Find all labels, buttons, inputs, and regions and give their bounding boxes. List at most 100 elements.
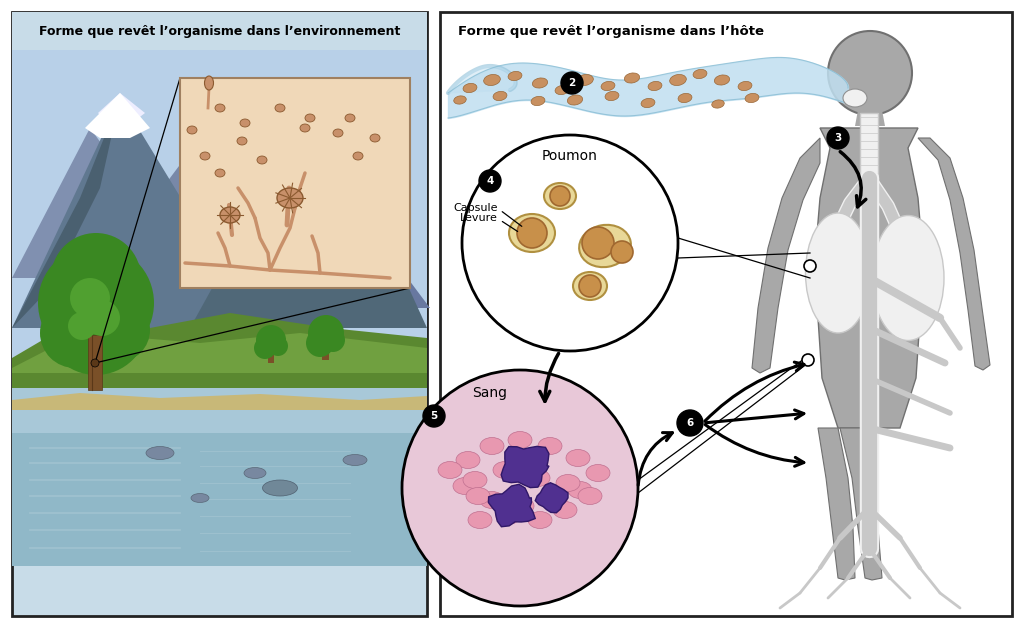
Polygon shape (282, 90, 355, 143)
Ellipse shape (463, 84, 477, 92)
Text: 2: 2 (568, 78, 575, 88)
Ellipse shape (693, 70, 707, 78)
Ellipse shape (715, 75, 730, 85)
Polygon shape (85, 93, 150, 138)
Ellipse shape (244, 467, 266, 479)
FancyArrowPatch shape (706, 425, 804, 466)
Polygon shape (501, 447, 549, 487)
Polygon shape (180, 148, 430, 308)
Ellipse shape (200, 152, 210, 160)
Ellipse shape (215, 169, 225, 177)
Polygon shape (12, 388, 427, 433)
Ellipse shape (300, 124, 310, 132)
Polygon shape (190, 93, 427, 328)
Bar (12, 12, 427, 566)
Ellipse shape (544, 183, 575, 209)
Polygon shape (12, 388, 427, 566)
Ellipse shape (553, 502, 577, 519)
Ellipse shape (466, 487, 490, 504)
Circle shape (268, 336, 288, 356)
Circle shape (827, 127, 849, 149)
Circle shape (517, 218, 547, 248)
Ellipse shape (531, 97, 545, 106)
Bar (12, 12, 427, 616)
Ellipse shape (278, 188, 303, 208)
Circle shape (91, 359, 99, 367)
Ellipse shape (586, 465, 610, 482)
Ellipse shape (220, 207, 240, 223)
FancyArrowPatch shape (706, 410, 804, 423)
Circle shape (561, 72, 583, 94)
Circle shape (802, 354, 814, 366)
Polygon shape (855, 110, 885, 126)
Circle shape (84, 258, 140, 314)
Ellipse shape (601, 82, 615, 90)
Ellipse shape (526, 470, 550, 487)
Text: Sang: Sang (472, 386, 508, 400)
Polygon shape (12, 333, 427, 373)
Ellipse shape (566, 450, 590, 467)
Circle shape (550, 186, 570, 206)
Circle shape (828, 31, 912, 115)
Circle shape (256, 325, 286, 355)
Polygon shape (918, 138, 990, 370)
FancyArrowPatch shape (638, 433, 673, 485)
Text: Levure: Levure (460, 213, 498, 223)
Polygon shape (449, 66, 515, 93)
Ellipse shape (191, 494, 209, 502)
Circle shape (611, 241, 633, 263)
Circle shape (86, 298, 150, 362)
Ellipse shape (625, 73, 640, 83)
Circle shape (50, 258, 110, 318)
Polygon shape (488, 484, 536, 527)
Ellipse shape (468, 511, 492, 529)
Ellipse shape (343, 455, 367, 465)
Ellipse shape (508, 431, 532, 448)
Ellipse shape (463, 472, 487, 489)
Polygon shape (98, 93, 145, 123)
Circle shape (479, 170, 501, 192)
Bar (12, 12, 427, 50)
Circle shape (84, 300, 120, 336)
Ellipse shape (510, 497, 534, 514)
Ellipse shape (573, 272, 607, 300)
Ellipse shape (262, 480, 298, 496)
Ellipse shape (275, 104, 285, 112)
Ellipse shape (577, 75, 593, 85)
Bar (268, 341, 274, 363)
Polygon shape (12, 98, 120, 328)
Circle shape (51, 233, 141, 323)
Ellipse shape (483, 75, 501, 85)
Ellipse shape (480, 492, 504, 509)
Text: Capsule: Capsule (454, 203, 498, 213)
Circle shape (308, 315, 344, 351)
FancyArrowPatch shape (841, 152, 866, 207)
Circle shape (306, 329, 334, 357)
Ellipse shape (454, 96, 466, 104)
Ellipse shape (493, 462, 517, 479)
Ellipse shape (538, 438, 562, 455)
Circle shape (38, 245, 154, 361)
Circle shape (68, 312, 96, 340)
Text: Forme que revêt l’organisme dans l’environnement: Forme que revêt l’organisme dans l’envir… (39, 24, 400, 38)
Ellipse shape (240, 119, 250, 127)
Ellipse shape (641, 99, 655, 107)
Text: 3: 3 (835, 133, 842, 143)
Ellipse shape (453, 477, 477, 494)
Circle shape (321, 328, 345, 352)
Ellipse shape (843, 89, 867, 107)
Polygon shape (12, 393, 427, 410)
Circle shape (40, 298, 110, 368)
Ellipse shape (494, 92, 507, 100)
Ellipse shape (580, 225, 631, 267)
Bar (322, 335, 329, 360)
Ellipse shape (806, 213, 870, 333)
Circle shape (423, 405, 445, 427)
Circle shape (254, 337, 276, 359)
FancyArrowPatch shape (705, 362, 804, 421)
Ellipse shape (237, 137, 247, 145)
Ellipse shape (670, 75, 686, 85)
Text: 6: 6 (686, 418, 693, 428)
Text: Poumon: Poumon (542, 149, 598, 163)
Polygon shape (536, 483, 568, 513)
